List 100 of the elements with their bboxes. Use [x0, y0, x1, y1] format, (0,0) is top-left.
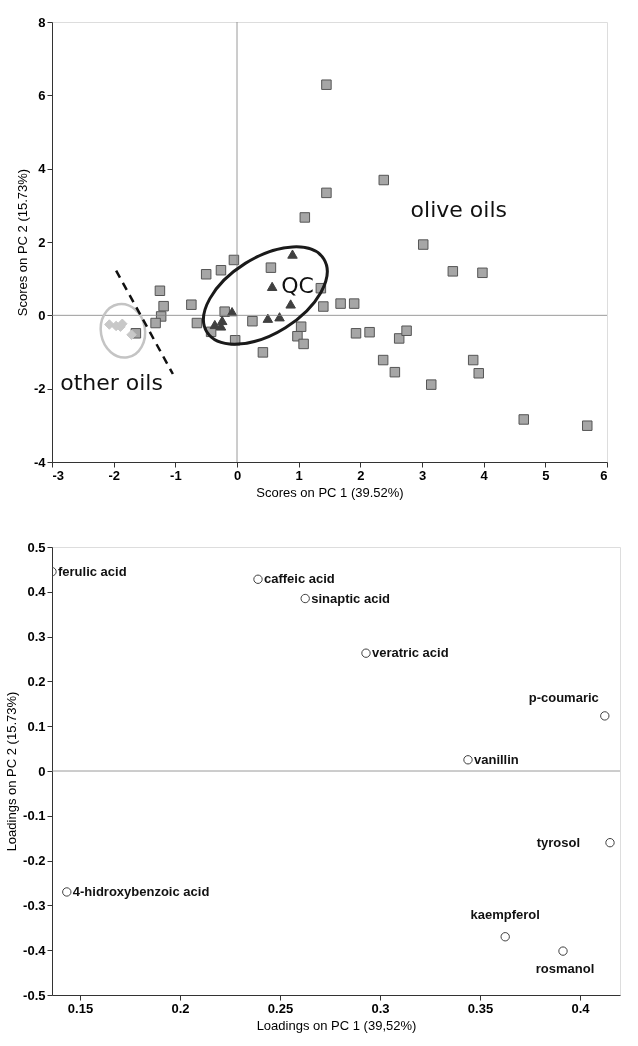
point [298, 338, 309, 350]
x-tick-label: 1 [295, 467, 303, 483]
y-tick-label: -2 [33, 381, 46, 397]
point [467, 354, 479, 366]
series-label: other oils [60, 369, 163, 395]
y-tick-label: 0.4 [27, 584, 47, 600]
annotation: p-coumaric [528, 689, 599, 705]
x-tick-label: 0.3 [371, 1000, 390, 1016]
y-tick-label: -0.3 [23, 897, 46, 913]
point [348, 298, 360, 309]
x-tick-label: -2 [108, 467, 120, 483]
x-tick-label: 2 [357, 467, 365, 483]
x-tick-label: 0.25 [267, 1000, 294, 1016]
annotation: vanillin [474, 751, 519, 767]
y-tick-label: 6 [38, 87, 46, 103]
point [104, 319, 115, 330]
point [265, 262, 277, 273]
point [158, 300, 169, 312]
point [318, 301, 329, 312]
point [62, 887, 72, 897]
point [215, 264, 227, 276]
y-tick-label: 4 [38, 161, 47, 177]
point [154, 285, 166, 297]
x-tick-label: 0 [233, 467, 242, 483]
point [377, 354, 389, 366]
point [186, 299, 197, 310]
point [266, 281, 278, 291]
point [500, 932, 510, 942]
point [126, 329, 137, 341]
point [150, 317, 161, 329]
point [253, 574, 263, 584]
x-tick-label: -3 [52, 467, 65, 483]
x-tick-label: 5 [542, 467, 550, 483]
y-tick-label: 0.5 [27, 539, 46, 555]
annotation: caffeic acid [264, 571, 335, 587]
y-tick-label: -4 [33, 454, 47, 470]
point [274, 312, 285, 322]
point [389, 366, 401, 378]
point [200, 269, 212, 280]
point [393, 333, 405, 344]
x-axis-title: Loadings on PC 1 (39,52%) [256, 1017, 417, 1033]
point [582, 420, 593, 431]
point [361, 648, 371, 658]
x-tick-label: 0.15 [67, 1000, 94, 1016]
x-axis-title: Scores on PC 1 (39.52%) [256, 484, 404, 500]
x-tick-label: 6 [600, 467, 608, 483]
annotation: 4-hidroxybenzoic acid [72, 883, 210, 899]
point [417, 239, 429, 250]
point [247, 315, 258, 327]
annotation: tyrosol [536, 834, 580, 850]
point [473, 368, 484, 379]
annotation: veratric acid [372, 645, 449, 661]
point [426, 379, 437, 390]
x-tick-label: 0.2 [171, 1000, 190, 1016]
point [605, 838, 615, 848]
x-tick-label: 0.4 [571, 1000, 591, 1016]
y-tick-label: -0.5 [23, 987, 46, 1003]
series-label: QC [281, 273, 314, 299]
x-tick-label: -1 [170, 467, 182, 483]
annotation: ferulic acid [58, 563, 127, 579]
series-label: olive oils [410, 197, 507, 223]
annotation: kaempferol [470, 906, 540, 922]
y-axis-title: Loadings on PC 2 (15.73%) [4, 691, 20, 852]
point [295, 321, 307, 332]
point [321, 187, 332, 199]
point [364, 326, 375, 338]
point [447, 266, 459, 277]
point [463, 755, 473, 765]
x-tick-label: 3 [418, 467, 427, 483]
x-tick-label: 0.35 [467, 1000, 494, 1016]
y-tick-label: -0.1 [23, 808, 46, 824]
point [299, 212, 311, 223]
annotation: sinaptic acid [311, 590, 391, 606]
point [378, 174, 390, 186]
y-tick-label: 2 [38, 234, 46, 250]
point [292, 330, 303, 342]
point [321, 79, 332, 90]
point [350, 328, 362, 339]
annotation: rosmanol [535, 961, 595, 977]
y-tick-label: -0.2 [23, 853, 46, 869]
y-tick-label: 0.3 [27, 629, 46, 645]
y-axis-title: Scores on PC 2 (15.73%) [14, 168, 30, 317]
y-tick-label: 0.2 [27, 673, 46, 689]
y-tick-label: 8 [38, 14, 46, 30]
point [257, 347, 269, 358]
x-tick-label: 4 [480, 467, 489, 483]
point [262, 313, 274, 323]
point [191, 317, 203, 329]
point [285, 299, 296, 309]
point [600, 711, 610, 721]
point [401, 325, 412, 336]
y-tick-label: 0 [38, 763, 46, 779]
point [477, 267, 488, 279]
point [287, 249, 298, 259]
y-tick-label: -0.4 [23, 942, 47, 958]
y-tick-label: 0.1 [27, 718, 46, 734]
point [335, 298, 346, 309]
point [300, 593, 310, 604]
point [558, 946, 568, 956]
point [518, 414, 529, 425]
